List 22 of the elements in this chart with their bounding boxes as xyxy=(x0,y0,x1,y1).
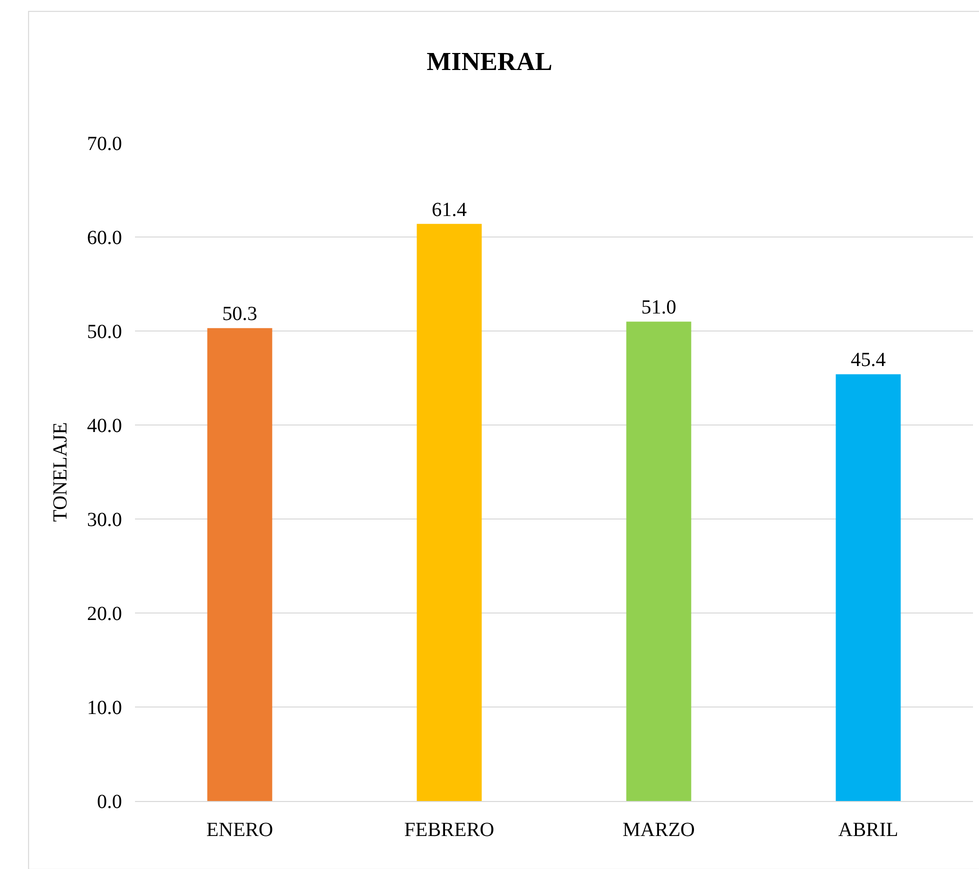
y-tick-label: 60.0 xyxy=(87,227,122,249)
data-label: 50.3 xyxy=(222,303,258,326)
data-label: 51.0 xyxy=(641,296,676,319)
bar xyxy=(416,224,482,801)
data-label: 61.4 xyxy=(432,198,467,221)
y-tick-label: 30.0 xyxy=(87,509,122,531)
x-tick-label: ABRIL xyxy=(838,819,898,841)
x-tick-label: FEBRERO xyxy=(404,819,494,841)
bar xyxy=(207,328,272,801)
y-tick-label: 20.0 xyxy=(87,603,122,625)
bar xyxy=(626,322,692,801)
chart-title: MINERAL xyxy=(426,46,552,76)
y-tick-label: 70.0 xyxy=(87,133,122,155)
y-axis-title: TONELAJE xyxy=(50,422,72,522)
y-tick-label: 10.0 xyxy=(87,697,122,719)
y-tick-label: 40.0 xyxy=(87,415,122,437)
y-tick-label: 50.0 xyxy=(87,321,122,343)
x-tick-label: MARZO xyxy=(622,819,695,841)
data-label: 45.4 xyxy=(850,349,886,372)
bar xyxy=(836,374,901,801)
y-tick-label: 0.0 xyxy=(97,791,122,813)
x-tick-label: ENERO xyxy=(206,819,274,841)
